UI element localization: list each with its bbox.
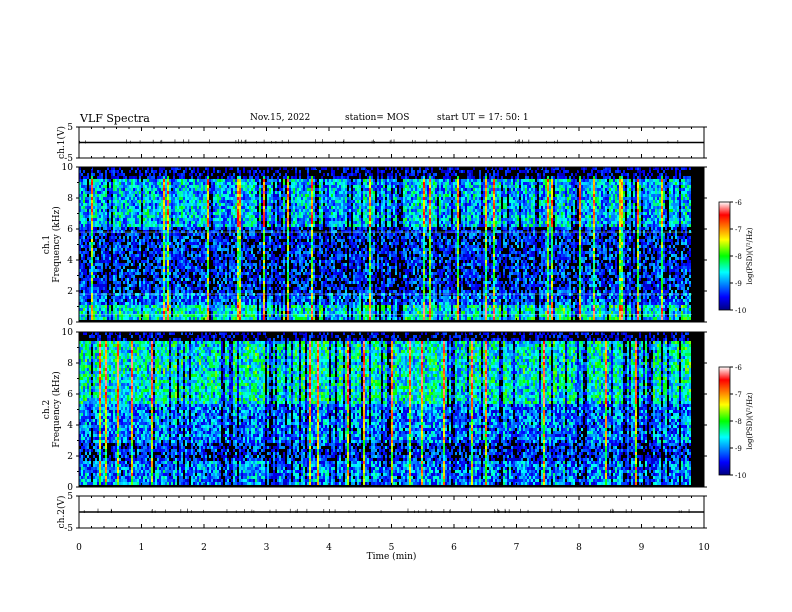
xtick-label: 4 (326, 543, 332, 553)
date-label: Nov.15, 2022 (250, 113, 310, 123)
ch1-spectrogram-ytick-label: 6 (67, 225, 73, 235)
ch1-spectrogram-ytick-label: 10 (62, 163, 74, 173)
x-axis-label: Time (min) (367, 551, 417, 562)
ch1-spectrogram-colorbar (718, 201, 731, 311)
ch2-spectrogram-colorbar (718, 366, 731, 476)
ch1-voltage-ytick-label: -5 (64, 154, 73, 164)
ch2-spectrogram-colorbar-label: log(PSD)(V²/Hz) (746, 392, 754, 449)
ch2-spectrogram-ytick-label: 10 (62, 328, 74, 338)
xtick-label: 8 (576, 543, 582, 553)
ch1-spectrogram-ytick-label: 2 (67, 287, 73, 297)
xtick-label: 7 (514, 543, 520, 553)
ch2-spectrogram-ytick-label: 2 (67, 452, 73, 462)
ch2-spectrogram-colorbar-tick-label: -9 (735, 445, 742, 453)
ch1-spectrogram-ylabel-channel: ch.1 (42, 235, 52, 254)
xtick-label: 2 (201, 543, 207, 553)
ch1-spectrogram-ytick-label: 0 (67, 318, 73, 328)
xtick-label: 3 (264, 543, 270, 553)
ch1-spectrogram-colorbar-tick-label: -8 (735, 253, 742, 261)
xtick-label: 1 (139, 543, 145, 553)
ch1-voltage-ylabel: ch.1(V) (56, 126, 67, 159)
xtick-label: 0 (76, 543, 82, 553)
ch2-spectrogram-colorbar-tick-label: -7 (735, 391, 742, 399)
start-time-label: start UT = 17: 50: 1 (437, 113, 529, 123)
xtick-label: 9 (639, 543, 645, 553)
ch1-spectrogram-colorbar-tick-label: -9 (735, 280, 742, 288)
ch1-spectrogram-ytick-label: 8 (67, 194, 73, 204)
ch1-voltage-ytick-label: 5 (67, 123, 73, 133)
ch1-spectrogram-ylabel: Frequency (kHz) (51, 206, 62, 283)
ch2-spectrogram-ytick-label: 6 (67, 390, 73, 400)
ch2-spectrogram-image (79, 332, 704, 487)
ch2-spectrogram-ytick-label: 0 (67, 483, 73, 493)
ch1-spectrogram-colorbar-tick-label: -7 (735, 226, 742, 234)
ch1-spectrogram-colorbar-tick-label: -10 (735, 307, 746, 315)
ch1-spectrogram-colorbar-label: log(PSD)(V²/Hz) (746, 227, 754, 284)
station-label: station= MOS (345, 113, 409, 123)
ch1-spectrogram-ytick-label: 4 (67, 256, 73, 266)
ch2-spectrogram-ytick-label: 8 (67, 359, 73, 369)
ch2-spectrogram-colorbar-tick-label: -8 (735, 418, 742, 426)
ch2-voltage-ytick-label: -5 (64, 524, 73, 534)
ch2-voltage-ylabel: ch.2(V) (56, 496, 67, 529)
ch2-voltage-ytick-label: 5 (67, 492, 73, 502)
ch1-spectrogram-colorbar-tick-label: -6 (735, 199, 742, 207)
ch2-spectrogram-ylabel-channel: ch.2 (42, 400, 52, 419)
ch2-spectrogram-colorbar-tick-label: -6 (735, 364, 742, 372)
ch2-spectrogram-ytick-label: 4 (67, 421, 73, 431)
ch2-spectrogram-ylabel: Frequency (kHz) (51, 371, 62, 448)
xtick-label: 10 (698, 543, 710, 553)
xtick-label: 6 (451, 543, 457, 553)
ch1-spectrogram-image (79, 167, 704, 322)
ch2-spectrogram-colorbar-tick-label: -10 (735, 472, 746, 480)
figure-title: VLF Spectra (80, 112, 150, 125)
xtick-label: 5 (389, 543, 395, 553)
